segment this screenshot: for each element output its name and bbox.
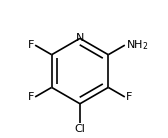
Text: F: F	[28, 40, 34, 50]
Text: F: F	[126, 92, 132, 102]
Text: Cl: Cl	[75, 124, 85, 133]
Text: F: F	[28, 92, 34, 102]
Text: NH$_2$: NH$_2$	[126, 38, 149, 52]
Text: N: N	[76, 33, 84, 43]
